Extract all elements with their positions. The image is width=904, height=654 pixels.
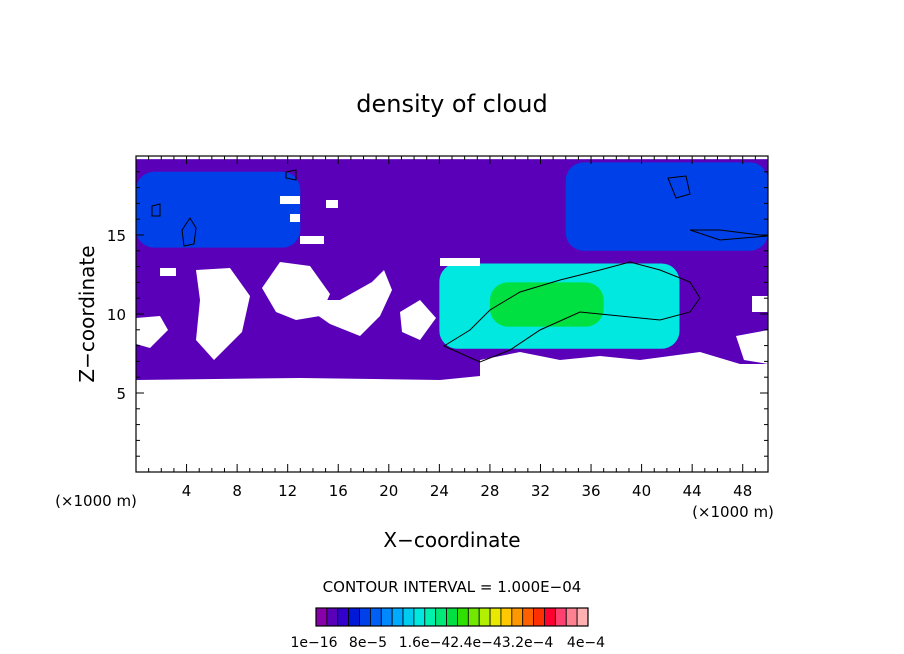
x-tick-label: 36 bbox=[581, 482, 600, 500]
colorbar-swatch bbox=[554, 607, 567, 627]
clear-air-hole bbox=[136, 316, 168, 348]
y-ticks: 5 10 15 bbox=[107, 155, 768, 473]
x-ticks: 4 8 12 16 20 24 28 32 36 40 44 48 bbox=[135, 156, 769, 500]
clear-air-hole bbox=[300, 270, 392, 336]
cloud-region bbox=[136, 171, 301, 248]
clear-air-holes bbox=[136, 196, 768, 472]
x-tick-label: 32 bbox=[531, 482, 550, 500]
x-tick-label: 40 bbox=[632, 482, 651, 500]
y-tick-label: 10 bbox=[107, 306, 126, 324]
x-tick-label: 24 bbox=[430, 482, 449, 500]
contour-line bbox=[689, 229, 768, 241]
colorbar-frame bbox=[315, 607, 589, 627]
contour-line bbox=[442, 261, 701, 363]
colorbar-swatch bbox=[359, 607, 371, 627]
contour-lines bbox=[151, 169, 768, 363]
colorbar-swatch bbox=[402, 607, 415, 627]
x-tick-label: 20 bbox=[379, 482, 398, 500]
colorbar-swatch bbox=[348, 607, 360, 627]
clear-air-hole bbox=[300, 236, 324, 244]
colorbar-label: 1.6e−42.4e−43.2e−4 bbox=[399, 635, 554, 651]
colorbar-swatch bbox=[337, 607, 350, 627]
y-tick-label: 5 bbox=[116, 385, 126, 403]
clear-air-hole bbox=[290, 214, 300, 222]
colorbar-swatch bbox=[533, 607, 545, 627]
colorbar-swatch bbox=[391, 607, 404, 627]
clear-air-hole bbox=[326, 200, 338, 208]
colorbar-swatch bbox=[522, 607, 534, 627]
colorbar-swatch bbox=[413, 607, 426, 627]
y-tick-label: 15 bbox=[107, 227, 126, 245]
clear-air-hole bbox=[752, 296, 768, 312]
clear-air-hole bbox=[160, 268, 176, 276]
colorbar-labels: 1e−16 8e−5 1.6e−42.4e−43.2e−4 4e−4 bbox=[290, 635, 605, 651]
colorbar-swatch bbox=[478, 607, 491, 627]
contour-line bbox=[151, 203, 161, 217]
colorbar-swatch bbox=[326, 607, 339, 627]
colorbar-swatch bbox=[565, 607, 578, 627]
colorbar-swatch bbox=[424, 607, 437, 627]
colorbar-swatch bbox=[380, 607, 393, 627]
colorbar-label: 8e−5 bbox=[349, 635, 387, 651]
x-tick-label: 4 bbox=[182, 482, 192, 500]
x-unit-left: (×1000 m) bbox=[55, 492, 137, 510]
x-tick-label: 12 bbox=[278, 482, 297, 500]
x-tick-label: 48 bbox=[733, 482, 752, 500]
x-unit-right: (×1000 m) bbox=[692, 503, 774, 521]
contour-line bbox=[285, 169, 297, 181]
clear-air-hole bbox=[400, 300, 436, 340]
x-tick-label: 44 bbox=[683, 482, 702, 500]
clear-air-hole bbox=[736, 330, 768, 364]
colorbar-swatch bbox=[544, 607, 556, 627]
x-tick-label: 28 bbox=[480, 482, 499, 500]
chart-title: density of cloud bbox=[356, 90, 547, 118]
colorbar-swatch bbox=[369, 607, 382, 627]
colorbar-swatch bbox=[457, 607, 469, 627]
cloud-region bbox=[565, 162, 768, 251]
colorbar-swatch bbox=[489, 607, 502, 627]
x-tick-label: 16 bbox=[329, 482, 348, 500]
colorbar-swatch bbox=[467, 607, 480, 627]
contour-interval-text: CONTOUR INTERVAL = 1.000E−04 bbox=[323, 578, 582, 596]
cloud-region bbox=[489, 282, 604, 327]
clear-air-hole bbox=[280, 196, 300, 204]
clear-air-hole bbox=[480, 352, 768, 380]
colorbar-swatch bbox=[315, 607, 328, 627]
contour-line bbox=[667, 175, 691, 199]
x-axis-label: X−coordinate bbox=[383, 528, 520, 552]
plot-area bbox=[136, 159, 768, 472]
clear-air-hole bbox=[196, 268, 250, 360]
colorbar bbox=[315, 607, 589, 627]
y-axis-label: Z−coordinate bbox=[75, 245, 99, 382]
colorbar-swatch bbox=[511, 607, 524, 627]
colorbar-swatch bbox=[435, 607, 447, 627]
clear-air-hole bbox=[440, 258, 480, 266]
colorbar-swatch bbox=[446, 607, 458, 627]
cloud-regions bbox=[136, 159, 768, 381]
x-tick-label: 8 bbox=[232, 482, 242, 500]
clear-air-hole bbox=[136, 376, 768, 472]
colorbar-swatch bbox=[500, 607, 513, 627]
colorbar-label: 4e−4 bbox=[567, 635, 605, 651]
contour-line bbox=[181, 217, 197, 247]
colorbar-swatch bbox=[576, 607, 589, 627]
colorbar-label: 1e−16 bbox=[290, 635, 337, 651]
